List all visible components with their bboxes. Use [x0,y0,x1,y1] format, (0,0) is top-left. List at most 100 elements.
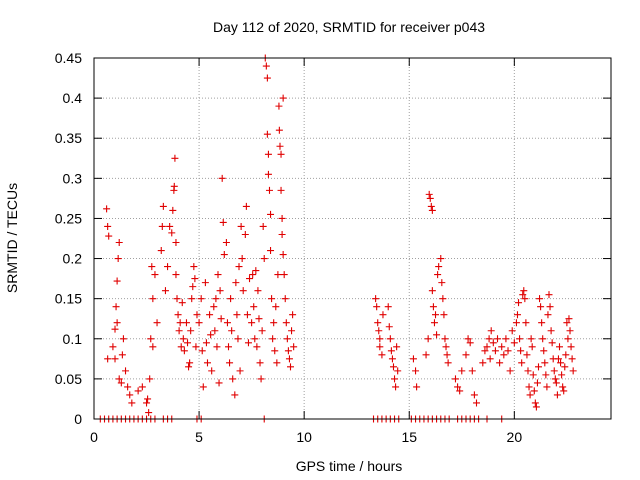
data-point [517,347,525,355]
data-point [143,399,151,407]
data-point [283,335,291,343]
data-point [429,303,437,311]
data-point [239,287,247,295]
data-point [502,335,510,343]
chart-title: Day 112 of 2020, SRMTID for receiver p04… [213,19,485,35]
data-point [249,271,257,279]
data-point [373,303,381,311]
data-point [104,355,112,363]
data-point [184,339,192,347]
data-point [174,311,182,319]
data-point [567,343,575,351]
data-point [218,174,226,182]
data-point [118,351,126,359]
data-point [259,222,267,230]
data-point [188,295,196,303]
data-point [210,303,218,311]
data-point [378,351,386,359]
data-point [543,383,551,391]
y-tick-label: 0 [74,411,82,427]
data-point [441,335,449,343]
data-point [248,319,256,327]
data-point [258,327,266,335]
data-point [208,367,216,375]
data-point [171,154,179,162]
data-point [207,331,215,339]
data-point [151,271,159,279]
data-point [147,335,155,343]
data-point [273,359,281,367]
data-point [451,375,459,383]
data-point [506,367,514,375]
data-point [255,315,263,323]
data-point [153,319,161,327]
data-point [454,383,462,391]
data-point [287,363,295,371]
data-point [212,295,220,303]
data-point [462,351,470,359]
data-point [470,391,478,399]
data-point [252,267,260,275]
data-point [385,323,393,331]
data-point [485,335,493,343]
data-point [235,263,243,271]
data-point [170,182,178,190]
data-point [387,347,395,355]
data-point [177,343,185,351]
data-point [122,367,130,375]
data-point [437,255,445,263]
data-point [468,367,476,375]
data-point [145,409,153,417]
data-point [168,229,176,237]
data-point [216,287,224,295]
data-point [215,379,223,387]
x-tick-label: 20 [507,429,523,445]
data-point [217,315,225,323]
data-point [263,74,271,82]
data-point [565,315,573,323]
data-point [117,379,125,387]
data-point [550,367,558,375]
data-point [144,395,152,403]
data-point [109,343,117,351]
data-point [427,202,435,210]
data-point [443,351,451,359]
data-point [412,367,420,375]
data-point [244,339,252,347]
data-point [105,232,113,240]
data-point [530,387,538,395]
data-point [498,343,506,351]
data-point [202,339,210,347]
data-point [426,194,434,202]
data-point [559,383,567,391]
data-point [213,343,221,351]
data-point [487,327,495,335]
data-point [531,399,539,407]
data-point [438,279,446,287]
data-point [537,303,545,311]
data-point [172,271,180,279]
data-point [500,351,508,359]
data-point [536,295,544,303]
data-point [234,335,242,343]
data-point [262,62,270,70]
y-tick-label: 0.25 [55,210,82,226]
data-point [263,130,271,138]
data-point [458,367,466,375]
data-point [176,319,184,327]
data-point [540,347,548,355]
data-point [428,287,436,295]
data-point [277,186,285,194]
data-point [191,275,199,283]
data-point [237,222,245,230]
data-point [394,367,402,375]
data-point [512,319,520,327]
y-tick-label: 0.4 [63,90,83,106]
data-point [556,343,564,351]
data-point [182,319,190,327]
y-tick-label: 0.35 [55,130,82,146]
data-point [161,287,169,295]
data-point [529,371,537,379]
data-point [456,387,464,395]
